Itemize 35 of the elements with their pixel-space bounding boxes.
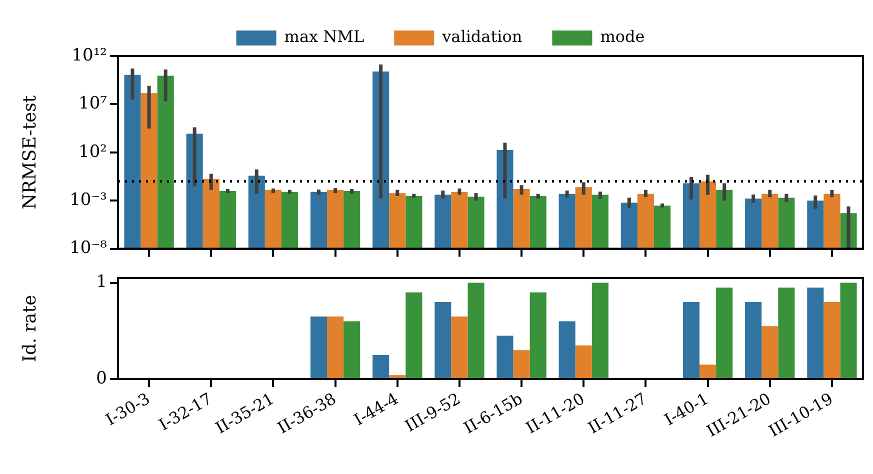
legend-label: max NML <box>284 27 364 46</box>
bar <box>840 282 857 378</box>
y-tick-label: 10² <box>78 142 107 162</box>
bar <box>327 316 344 378</box>
y-tick-label: 1 <box>96 272 107 292</box>
bar <box>716 288 733 378</box>
bar <box>434 302 452 378</box>
bar <box>778 288 795 378</box>
bar <box>372 354 390 378</box>
y-tick-label: 10¹² <box>72 45 107 66</box>
y-tick-label: 10⁻³ <box>70 190 107 210</box>
y-axis-title: NRMSE-test <box>19 94 40 210</box>
legend-label: validation <box>441 27 522 46</box>
y-tick-label: 10⁻⁸ <box>70 238 108 258</box>
bar <box>682 302 700 378</box>
bar <box>592 282 608 378</box>
y-axis-title: Id. rate <box>19 294 40 362</box>
bar <box>807 288 824 378</box>
bar <box>745 302 762 378</box>
bar <box>406 292 422 378</box>
bar <box>558 321 576 378</box>
bar <box>496 336 514 378</box>
bar <box>468 282 484 378</box>
y-tick-label: 10⁷ <box>78 94 108 114</box>
bar <box>700 364 716 378</box>
bar <box>344 321 360 378</box>
bar <box>513 350 530 378</box>
bar <box>824 302 840 378</box>
bar <box>762 326 778 378</box>
y-tick-label: 0 <box>96 368 107 388</box>
bar <box>530 292 546 378</box>
bar <box>310 316 328 378</box>
legend-label: mode <box>600 27 645 46</box>
bar <box>575 345 592 378</box>
bar <box>451 316 468 378</box>
